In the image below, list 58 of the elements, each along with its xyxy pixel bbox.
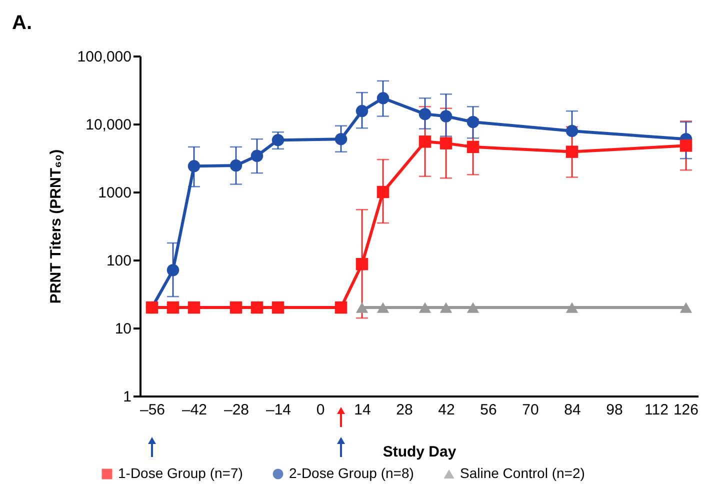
point [188, 301, 200, 314]
x-axis-title: Study Day [382, 444, 457, 460]
x-tick-label: –14 [266, 402, 292, 418]
point [440, 137, 452, 150]
y-tick-label: 1 [123, 388, 132, 406]
x-tick-label: 14 [354, 402, 371, 418]
point [356, 258, 368, 270]
point [334, 132, 348, 146]
y-tick-label: 1000 [98, 184, 132, 202]
point [376, 92, 390, 104]
y-tick-label: 100,000 [77, 48, 132, 66]
x-tick-label: 84 [564, 402, 581, 418]
point [250, 301, 264, 314]
point [418, 302, 432, 313]
x-tick-label: 0 [316, 402, 325, 418]
point [418, 108, 432, 120]
point [466, 116, 480, 128]
legend-label: 1-Dose Group (n=7) [118, 465, 243, 481]
point [440, 110, 452, 122]
point [188, 160, 200, 172]
point [566, 302, 578, 313]
x-tick-label: 70 [522, 402, 539, 418]
point [680, 302, 692, 313]
y-tick-label: 10,000 [86, 116, 132, 134]
y-axis-title: PRNT Titers (PRNT₆₀) [47, 149, 64, 304]
x-tick-label: 28 [396, 402, 413, 418]
point [680, 140, 692, 152]
x-tick-label: –28 [224, 402, 250, 418]
x-tick-label: 98 [606, 402, 623, 418]
point [440, 302, 452, 313]
legend-label: 2-Dose Group (n=8) [289, 465, 414, 481]
x-tick-label: 42 [438, 402, 455, 418]
point [166, 301, 180, 314]
point [166, 264, 180, 276]
y-tick-label: 100 [106, 252, 132, 270]
point [466, 302, 480, 313]
x-tick-label: 126 [673, 402, 698, 418]
x-tick-label: –56 [140, 402, 166, 418]
point [376, 186, 390, 198]
chart-title: A. [12, 12, 32, 34]
point [566, 124, 578, 138]
point [418, 136, 432, 148]
point [466, 140, 480, 154]
x-tick-label: 112 [644, 402, 668, 418]
point [272, 301, 284, 314]
point [272, 134, 284, 146]
point [376, 302, 390, 313]
point [566, 146, 578, 158]
point [334, 301, 348, 314]
point [230, 159, 242, 172]
legend-label: Saline Control (n=2) [460, 465, 585, 481]
y-tick-label: 10 [114, 320, 132, 338]
point [356, 104, 368, 118]
point [356, 302, 368, 313]
x-tick-label: 56 [480, 402, 497, 418]
point [250, 150, 264, 162]
x-tick-label: –42 [182, 402, 208, 418]
point [230, 301, 242, 314]
